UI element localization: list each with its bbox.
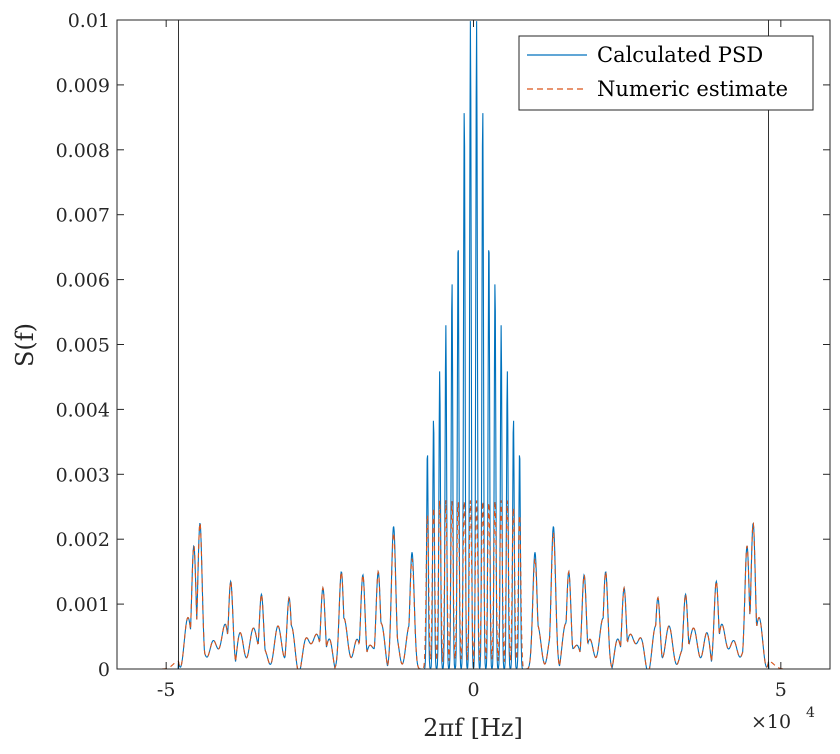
y-tick-label: 0.003 xyxy=(56,464,110,486)
y-tick-label: 0.004 xyxy=(56,399,110,421)
ticks xyxy=(117,19,830,670)
tick-labels: 0 0.001 0.002 0.003 0.004 0.005 0.006 0.007 0.00… xyxy=(56,10,787,701)
y-tick-label: 0.01 xyxy=(68,10,110,32)
y-tick-label: 0.008 xyxy=(56,140,110,162)
y-tick-label: 0.001 xyxy=(56,594,110,616)
y-tick-label: 0.002 xyxy=(56,529,110,551)
y-tick-label: 0.007 xyxy=(56,205,110,227)
series-line-numeric-estimate xyxy=(117,500,830,669)
x-scale-exponent: ×10 4 xyxy=(751,705,815,733)
x-tick-label: 5 xyxy=(775,679,787,701)
series-layer xyxy=(117,21,830,669)
legend-box xyxy=(518,35,814,111)
y-tick-label: 0.005 xyxy=(56,335,110,357)
y-tick-label: 0 xyxy=(98,659,110,681)
plot-frame xyxy=(116,19,831,670)
y-tick-label: 0.006 xyxy=(56,270,110,292)
x-axis-label: 2πf [Hz] xyxy=(423,714,523,742)
y-axis-label: S(f) xyxy=(11,323,39,367)
y-tick-label: 0.009 xyxy=(56,75,110,97)
legend-label-numeric-estimate: Numeric estimate xyxy=(597,77,788,101)
x-scale-power: 4 xyxy=(806,705,815,721)
x-tick-label: -5 xyxy=(157,679,176,701)
legend-label-calculated-psd: Calculated PSD xyxy=(597,43,763,67)
vertical-lines xyxy=(178,20,769,669)
x-tick-label: 0 xyxy=(467,679,479,701)
legend: Calculated PSD Numeric estimate xyxy=(518,35,814,111)
series-line-calculated-psd xyxy=(117,21,830,669)
x-scale-note: ×10 xyxy=(751,711,791,733)
